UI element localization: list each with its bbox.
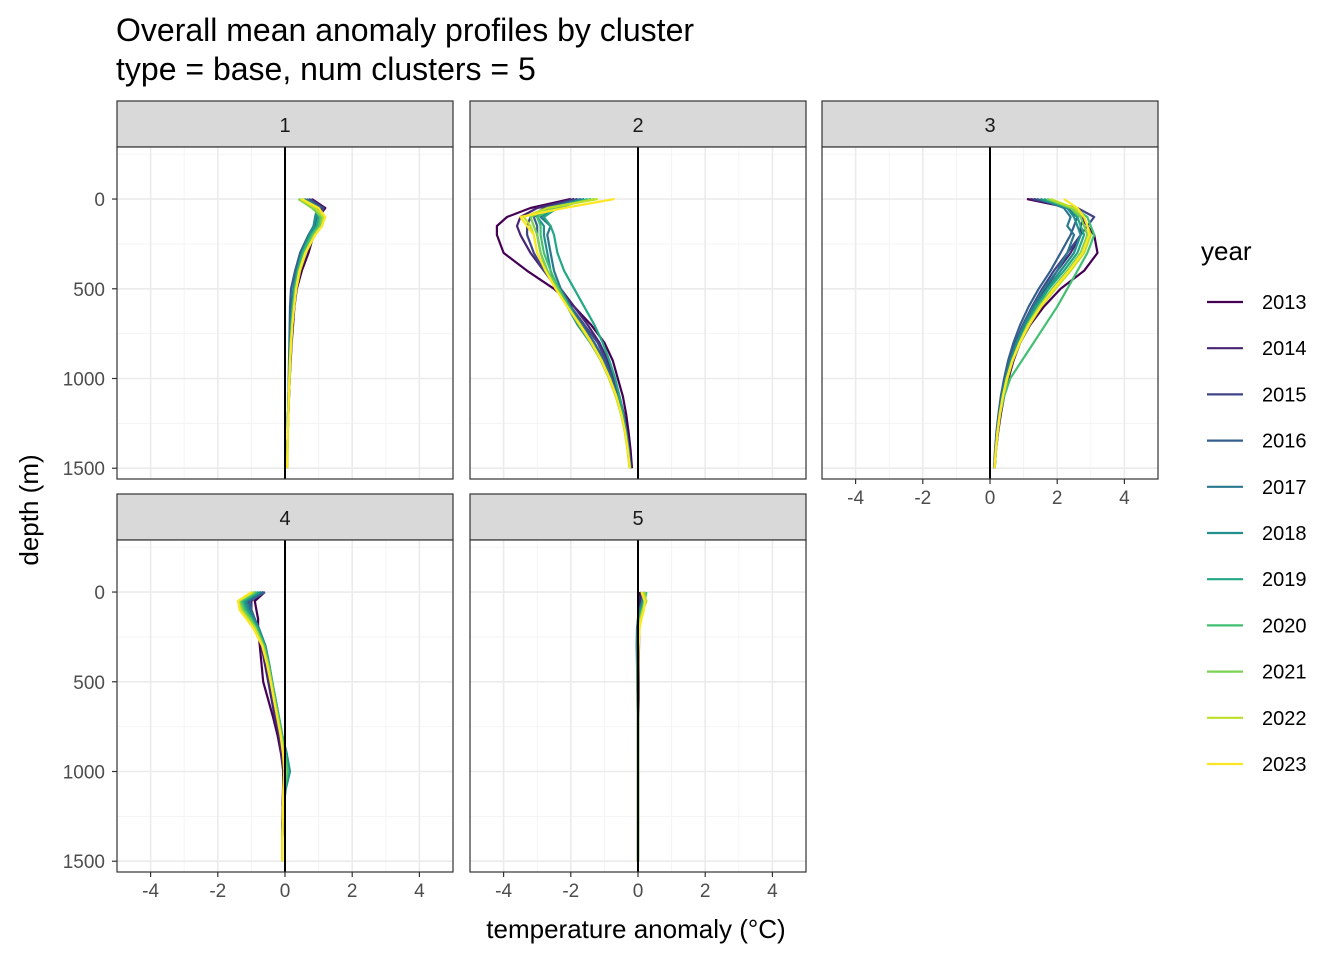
facet-panel-2: 2 — [469, 100, 807, 480]
y-tick-label: 0 — [94, 190, 105, 211]
x-tick-label: 2 — [700, 881, 711, 902]
y-tick-label: 1000 — [63, 370, 105, 391]
profile-line-2013 — [495, 197, 634, 469]
legend-item-2017: 2017 — [1207, 477, 1307, 499]
facet-strip — [116, 493, 454, 541]
legend-item-2016: 2016 — [1207, 431, 1307, 453]
facet-strip-label: 3 — [984, 115, 995, 137]
x-tick-label: -2 — [562, 881, 579, 902]
facet-strip — [469, 493, 807, 541]
panel-border — [469, 146, 807, 480]
chart-title-line-2: type = base, num clusters = 5 — [116, 51, 536, 87]
x-tick-label: -2 — [209, 881, 226, 902]
facet-strip — [116, 100, 454, 148]
profile-line-2023 — [519, 197, 631, 469]
legend-label: 2016 — [1262, 431, 1307, 453]
profile-line-2023 — [993, 198, 1091, 469]
facet-panel-4: 4 0 500 1000 1500 -4 -2 0 2 4 — [63, 493, 454, 902]
y-tick-label: 500 — [73, 280, 105, 301]
legend-label: 2020 — [1262, 615, 1307, 637]
legend-label: 2017 — [1262, 477, 1307, 499]
facet-strip-label: 1 — [279, 115, 290, 137]
legend-label: 2021 — [1262, 662, 1307, 684]
legend-item-2021: 2021 — [1207, 662, 1307, 684]
facet-strip — [469, 100, 807, 148]
legend-item-2022: 2022 — [1207, 708, 1307, 730]
facet-panel-1: 1 0 500 1000 1500 — [63, 100, 454, 480]
x-tick-label: -4 — [142, 881, 159, 902]
legend-item-2018: 2018 — [1207, 523, 1307, 545]
legend-item-2023: 2023 — [1207, 754, 1307, 776]
legend-title: year — [1201, 236, 1252, 266]
legend-item-2015: 2015 — [1207, 384, 1307, 406]
y-tick-label: 0 — [94, 583, 105, 604]
y-tick-label: 1500 — [63, 459, 105, 480]
legend-item-2020: 2020 — [1207, 615, 1307, 637]
profile-line-2023 — [236, 591, 286, 862]
profile-line-2019 — [542, 197, 632, 469]
legend-label: 2015 — [1262, 384, 1307, 406]
x-tick-label: 2 — [1052, 488, 1063, 509]
legend-item-2013: 2013 — [1207, 292, 1307, 314]
facet-strip-label: 4 — [279, 508, 290, 530]
x-tick-label: -4 — [495, 881, 512, 902]
y-axis-title: depth (m) — [14, 454, 44, 565]
profile-line-2023 — [285, 198, 327, 469]
x-axis-title: temperature anomaly (°C) — [486, 914, 785, 944]
x-tick-label: 2 — [347, 881, 358, 902]
x-tick-label: 0 — [280, 881, 291, 902]
legend-item-2014: 2014 — [1207, 338, 1307, 360]
facet-panels: 1 0 500 1000 1500 2 3 -4 -2 0 2 4 4 0 500 1000 1500 -4 -2 0… — [63, 100, 1159, 902]
legend-label: 2013 — [1262, 292, 1307, 314]
legend: 2013 2014 2015 2016 2017 2018 2019 2020 2021 2022… — [1207, 292, 1307, 776]
x-tick-label: 4 — [414, 881, 425, 902]
facet-strip-label: 5 — [632, 508, 643, 530]
x-tick-label: -2 — [914, 488, 931, 509]
x-tick-label: 0 — [633, 881, 644, 902]
x-tick-label: 4 — [767, 881, 778, 902]
legend-label: 2018 — [1262, 523, 1307, 545]
facet-panel-3: 3 -4 -2 0 2 4 — [821, 100, 1159, 509]
y-tick-label: 1500 — [63, 852, 105, 873]
legend-label: 2014 — [1262, 338, 1307, 360]
panel-border — [116, 146, 454, 480]
legend-label: 2019 — [1262, 569, 1307, 591]
x-tick-label: 0 — [985, 488, 996, 509]
x-tick-label: -4 — [847, 488, 864, 509]
legend-label: 2022 — [1262, 708, 1307, 730]
legend-label: 2023 — [1262, 754, 1307, 776]
facet-strip-label: 2 — [632, 115, 643, 137]
y-tick-label: 1000 — [63, 763, 105, 784]
y-tick-label: 500 — [73, 673, 105, 694]
chart-title-line-1: Overall mean anomaly profiles by cluster — [116, 12, 694, 48]
legend-item-2019: 2019 — [1207, 569, 1307, 591]
facet-panel-5: 5 -4 -2 0 2 4 — [469, 493, 807, 902]
x-tick-label: 4 — [1119, 488, 1130, 509]
